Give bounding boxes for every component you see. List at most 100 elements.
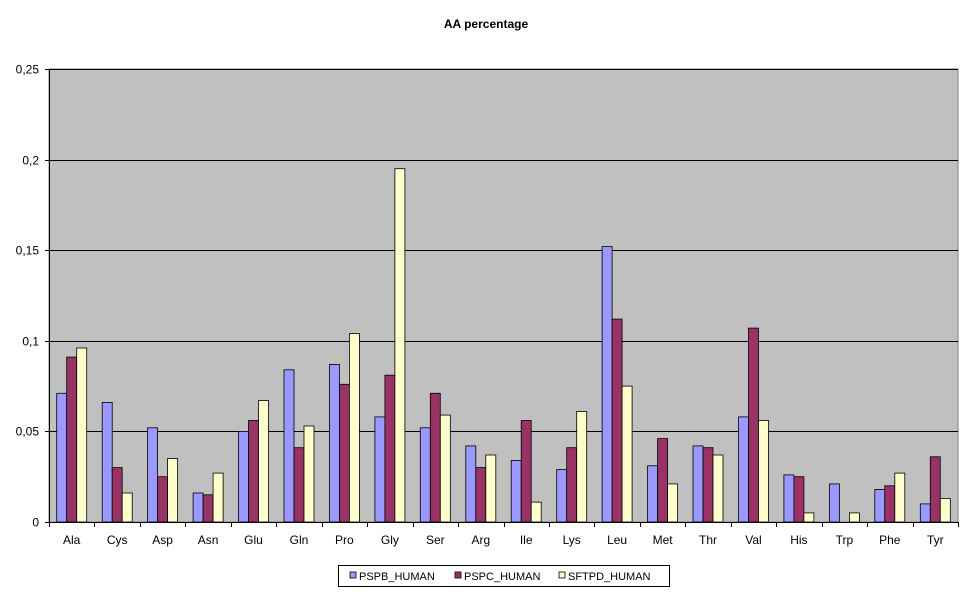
bar-pspc-human-val	[748, 327, 759, 523]
x-tick-label: Phe	[879, 533, 901, 547]
bar-sftpd-human-cys	[121, 492, 133, 523]
bar-sftpd-human-gln	[303, 425, 315, 523]
bar-sftpd-human-met	[667, 483, 678, 523]
y-tick-label: 0,1	[22, 335, 39, 349]
bar-pspc-human-asn	[202, 494, 214, 523]
x-axis-ticks: Ala Cys Asp Asn Glu Gln Pro Gly Ser Arg Ile Lys Leu M…	[49, 522, 959, 547]
y-tick-label: 0,25	[16, 63, 40, 77]
legend: PSPB_HUMAN PSPC_HUMAN SFTPD_HUMAN	[338, 565, 670, 587]
axes	[49, 69, 958, 523]
bar-sftpd-human-glu	[258, 400, 269, 523]
bar-pspb-human-leu	[601, 246, 613, 523]
legend-label: PSPB_HUMAN	[359, 571, 435, 583]
bar-pspc-human-tyr	[929, 456, 941, 523]
bar-sftpd-human-ile	[530, 501, 542, 523]
bar-pspc-human-leu	[611, 318, 623, 523]
bars	[56, 168, 951, 523]
x-tick-label: His	[790, 533, 807, 547]
bar-pspb-human-asn	[192, 492, 204, 523]
bar-pspb-human-phe	[874, 488, 886, 523]
bar-sftpd-human-asn	[212, 472, 224, 523]
bar-pspc-human-his	[793, 476, 805, 523]
legend-swatch	[349, 571, 357, 579]
gridlines	[49, 69, 958, 432]
y-tick-label: 0,15	[16, 244, 40, 258]
legend-label: PSPC_HUMAN	[464, 571, 540, 583]
bar-pspb-human-gly	[374, 416, 386, 523]
plot-area	[48, 68, 959, 523]
bar-pspc-human-phe	[884, 485, 896, 523]
x-tick-label: Pro	[335, 533, 354, 547]
x-tick-label: Asp	[152, 533, 173, 547]
x-tick-label: Gln	[290, 533, 309, 547]
x-tick-label: Cys	[107, 533, 128, 547]
y-axis-ticks: 0 0,05 0,1 0,15 0,2 0,25	[16, 63, 49, 530]
bar-pspb-human-ala	[56, 392, 68, 523]
bar-pspb-human-his	[783, 474, 795, 523]
bar-pspb-human-met	[647, 465, 658, 523]
bar-pspb-human-ile	[510, 459, 522, 523]
bar-sftpd-human-gly	[394, 168, 406, 523]
legend-swatch	[454, 571, 462, 579]
x-tick-label: Gly	[381, 533, 399, 547]
bar-sftpd-human-arg	[485, 454, 497, 523]
bar-pspc-human-asp	[157, 476, 169, 523]
bar-pspb-human-cys	[101, 401, 113, 523]
y-tick-label: 0	[32, 516, 39, 530]
bar-pspb-human-gln	[283, 369, 295, 523]
bar-sftpd-human-val	[758, 420, 769, 523]
x-tick-label: Trp	[836, 533, 854, 547]
bar-sftpd-human-his	[803, 512, 815, 523]
legend-label: SFTPD_HUMAN	[568, 571, 651, 583]
legend-swatch	[558, 571, 566, 579]
x-tick-label: Glu	[244, 533, 263, 547]
bar-pspc-human-met	[657, 438, 668, 523]
x-tick-label: Met	[653, 533, 674, 547]
bar-pspc-human-ala	[66, 356, 78, 523]
bar-pspc-human-ile	[520, 420, 532, 523]
bar-sftpd-human-phe	[894, 472, 906, 523]
bar-pspc-human-pro	[338, 383, 350, 523]
bar-pspc-human-gln	[293, 447, 305, 523]
x-tick-label: Thr	[699, 533, 717, 547]
bar-pspc-human-thr	[702, 447, 714, 523]
bar-pspc-human-cys	[111, 467, 123, 523]
x-tick-label: Ile	[520, 533, 533, 547]
bar-pspc-human-lys	[566, 447, 578, 523]
bar-sftpd-human-trp	[849, 512, 860, 523]
bar-pspc-human-ser	[429, 392, 441, 523]
bar-sftpd-human-pro	[348, 333, 360, 523]
bar-sftpd-human-asp	[167, 458, 179, 523]
bar-pspb-human-pro	[328, 363, 340, 523]
bar-pspb-human-thr	[692, 445, 704, 523]
bar-pspc-human-glu	[248, 420, 259, 523]
bar-pspb-human-trp	[829, 483, 840, 523]
x-tick-label: Tyr	[927, 533, 944, 547]
bar-pspb-human-tyr	[919, 503, 931, 523]
x-tick-label: Leu	[607, 533, 627, 547]
bar-pspb-human-lys	[556, 469, 568, 523]
bar-pspc-human-arg	[475, 467, 487, 523]
bar-pspb-human-glu	[238, 430, 249, 523]
bar-pspb-human-val	[738, 416, 749, 523]
bar-sftpd-human-tyr	[939, 497, 951, 523]
y-tick-label: 0,2	[22, 154, 39, 168]
y-tick-label: 0,05	[16, 425, 40, 439]
bar-sftpd-human-thr	[712, 454, 724, 523]
legend-box	[338, 565, 670, 587]
bar-pspb-human-asp	[147, 427, 159, 523]
x-tick-label: Ser	[426, 533, 445, 547]
x-tick-label: Val	[745, 533, 761, 547]
bar-pspb-human-arg	[465, 445, 477, 523]
bar-sftpd-human-ser	[439, 414, 451, 523]
x-tick-label: Arg	[471, 533, 490, 547]
bar-pspb-human-ser	[419, 427, 431, 523]
bar-sftpd-human-ala	[76, 347, 88, 523]
x-tick-label: Lys	[563, 533, 581, 547]
bar-sftpd-human-lys	[576, 411, 588, 523]
bar-sftpd-human-leu	[621, 385, 633, 523]
x-tick-label: Asn	[198, 533, 219, 547]
x-tick-label: Ala	[63, 533, 81, 547]
bar-pspc-human-gly	[384, 374, 396, 523]
